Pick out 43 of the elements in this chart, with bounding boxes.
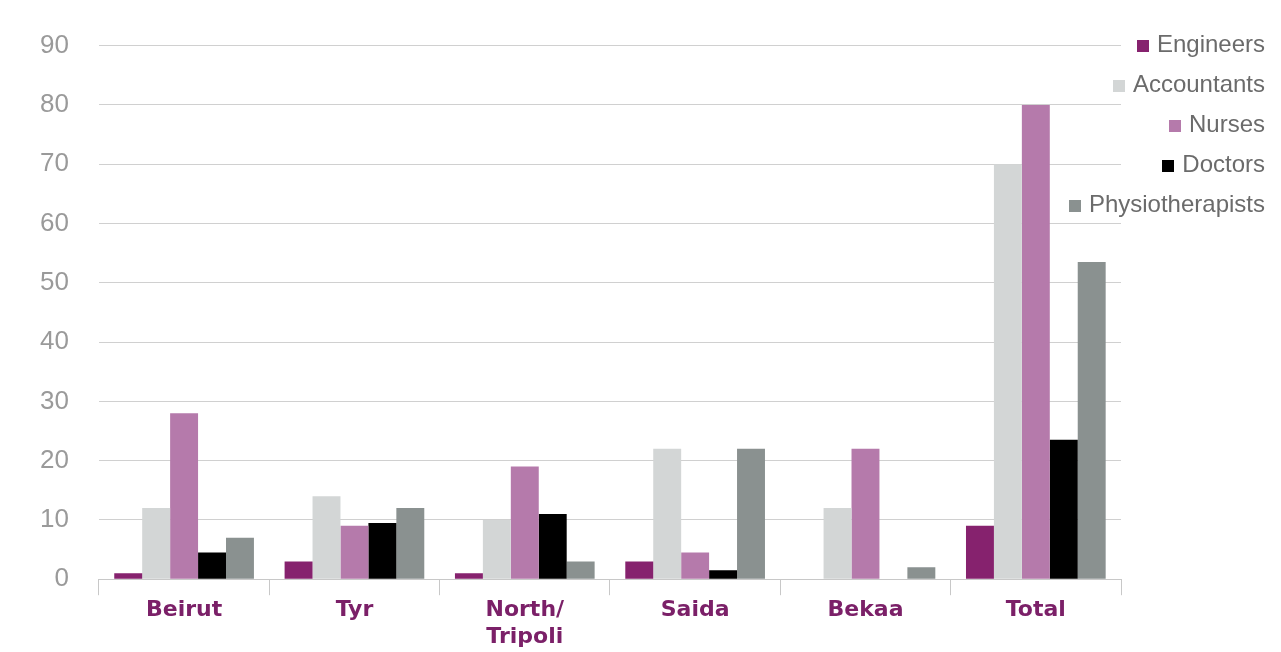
legend-label: Physiotherapists xyxy=(1088,190,1265,217)
y-tick-label: 70 xyxy=(40,147,69,178)
y-tick-label: 60 xyxy=(40,206,69,237)
bar xyxy=(907,567,936,579)
bar xyxy=(566,561,595,579)
bar xyxy=(965,525,994,579)
bar xyxy=(1077,262,1106,579)
bar xyxy=(170,413,199,579)
bar xyxy=(538,513,567,579)
y-tick-label: 50 xyxy=(40,265,69,296)
bar xyxy=(851,448,880,579)
bar xyxy=(368,522,397,579)
y-tick-label: 0 xyxy=(54,562,69,593)
y-tick-label: 20 xyxy=(40,443,69,474)
x-tick-label: Total xyxy=(1005,596,1066,622)
bar xyxy=(681,552,710,579)
x-tick-label: Beirut xyxy=(145,596,223,622)
y-tick-label: 10 xyxy=(40,503,69,534)
y-tick-label: 40 xyxy=(40,325,69,356)
bar xyxy=(625,561,654,579)
x-tick-label: Saida xyxy=(660,596,730,622)
legend-label: Nurses xyxy=(1188,110,1265,137)
bar xyxy=(454,573,483,579)
bar xyxy=(709,570,738,579)
bar xyxy=(284,561,313,579)
legend-label: Engineers xyxy=(1156,30,1265,57)
legend-label: Accountants xyxy=(1132,70,1265,97)
bar xyxy=(226,537,254,579)
y-tick-label: 90 xyxy=(40,28,69,59)
legend-label: Doctors xyxy=(1182,150,1265,177)
x-tick-label: Bekaa xyxy=(827,596,904,622)
bar xyxy=(396,508,425,579)
y-tick-label: 80 xyxy=(40,88,69,119)
bar xyxy=(737,448,765,579)
bar xyxy=(510,466,539,579)
y-tick-label: 30 xyxy=(40,384,69,415)
x-tick-label: Tyr xyxy=(335,596,374,622)
bar xyxy=(198,552,226,579)
bar xyxy=(340,525,369,579)
bar xyxy=(1021,104,1050,579)
bar xyxy=(114,573,143,579)
bar xyxy=(1049,439,1078,579)
x-tick-label: North/ Tripoli xyxy=(485,596,566,648)
